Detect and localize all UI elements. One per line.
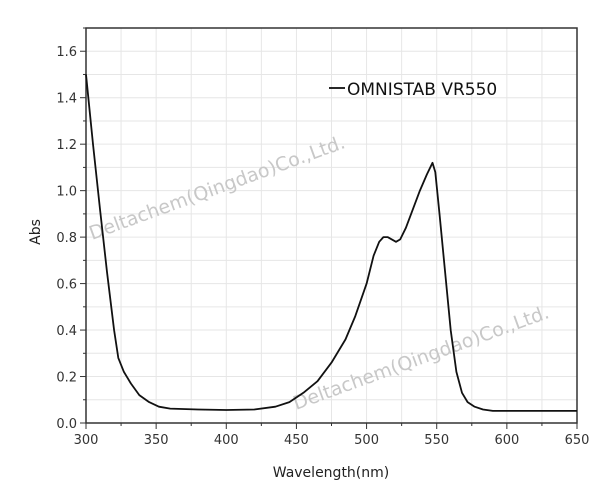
y-tick-label: 0.2 [56, 371, 77, 386]
x-tick-label: 550 [424, 433, 449, 448]
x-tick-label: 650 [565, 433, 590, 448]
y-tick-label: 0.0 [56, 417, 77, 432]
y-tick-label: 0.8 [56, 231, 77, 246]
y-tick-label: 1.0 [56, 185, 77, 200]
y-tick-label: 1.4 [56, 92, 77, 107]
watermark-text: Deltachem(Qingdao)Co.,Ltd. [290, 301, 552, 414]
x-tick-label: 600 [494, 433, 519, 448]
y-tick-label: 1.2 [56, 138, 77, 153]
grid [86, 28, 577, 423]
y-tick-label: 1.6 [56, 45, 77, 60]
x-axis-label: Wavelength(nm) [273, 465, 389, 481]
x-axis: 300 350 400 450 500 550 600 650 [74, 423, 590, 448]
x-tick-label: 300 [74, 433, 99, 448]
x-tick-label: 450 [284, 433, 309, 448]
y-tick-label: 0.6 [56, 278, 77, 293]
x-tick-label: 350 [144, 433, 169, 448]
x-tick-label: 500 [354, 433, 379, 448]
x-tick-label: 400 [214, 433, 239, 448]
series-line-omnistab-vr550 [85, 74, 577, 412]
legend-label: OMNISTAB VR550 [347, 80, 497, 100]
y-axis: 0.0 0.2 0.4 0.6 0.8 1.0 1.2 1.4 1.6 [56, 27, 86, 432]
watermark-text: Deltachem(Qingdao)Co.,Ltd. [86, 131, 348, 244]
y-axis-label: Abs [28, 219, 44, 245]
y-tick-label: 0.4 [56, 324, 77, 339]
